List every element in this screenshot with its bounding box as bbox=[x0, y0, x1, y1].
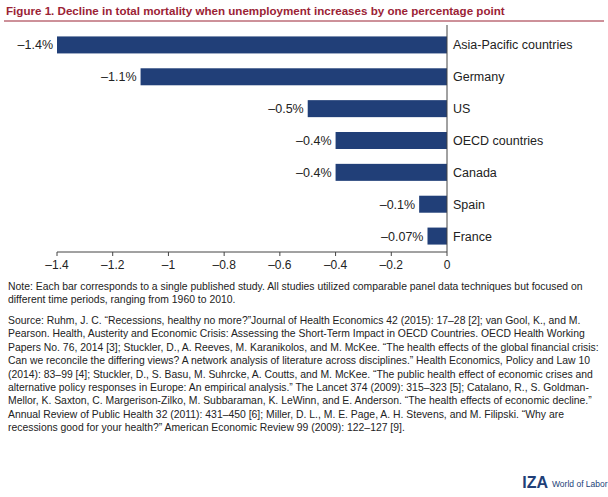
logo: IZA bbox=[522, 474, 548, 491]
data-label: –0.07% bbox=[381, 230, 423, 244]
logo-text: World of Labor bbox=[552, 479, 608, 489]
tick-label: –0.4 bbox=[324, 258, 348, 272]
note: Note: Each bar corresponds to a single p… bbox=[8, 280, 602, 307]
bar bbox=[336, 164, 447, 181]
tick-label: –1.4 bbox=[45, 258, 69, 272]
tick bbox=[112, 252, 113, 256]
data-label: –0.1% bbox=[380, 198, 415, 212]
category-label: OECD countries bbox=[453, 134, 543, 148]
data-label: –0.5% bbox=[268, 102, 303, 116]
title-rule bbox=[4, 21, 604, 22]
category-label: Asia-Pacific countries bbox=[453, 38, 573, 52]
x-axis bbox=[57, 252, 447, 253]
bar bbox=[336, 132, 447, 149]
bar bbox=[308, 100, 447, 117]
tick-label: 0 bbox=[444, 258, 451, 272]
bar bbox=[141, 68, 447, 85]
bar bbox=[57, 36, 447, 53]
data-label: –0.4% bbox=[296, 166, 331, 180]
title: Figure 1. Decline in total mortality whe… bbox=[6, 4, 505, 17]
tick bbox=[391, 252, 392, 256]
tick bbox=[335, 252, 336, 256]
tick bbox=[57, 252, 58, 256]
data-label: –0.4% bbox=[296, 134, 331, 148]
source: Source: Ruhm, J. C. “Recessions, healthy… bbox=[8, 314, 602, 435]
tick-label: –1.2 bbox=[101, 258, 125, 272]
data-label: –1.4% bbox=[18, 38, 53, 52]
bar bbox=[419, 196, 447, 213]
tick-label: –0.8 bbox=[212, 258, 236, 272]
tick bbox=[447, 252, 448, 256]
tick-label: –0.6 bbox=[268, 258, 292, 272]
tick bbox=[279, 252, 280, 256]
zero-axis bbox=[447, 25, 448, 252]
category-label: Canada bbox=[453, 166, 497, 180]
category-label: Germany bbox=[453, 70, 505, 84]
tick bbox=[224, 252, 225, 256]
category-label: France bbox=[453, 230, 492, 244]
category-label: Spain bbox=[453, 198, 485, 212]
tick bbox=[168, 252, 169, 256]
bars bbox=[57, 36, 447, 244]
tick-label: –1 bbox=[162, 258, 176, 272]
data-label: –1.1% bbox=[101, 70, 136, 84]
category-label: US bbox=[453, 102, 470, 116]
tick-label: –0.2 bbox=[380, 258, 404, 272]
bar bbox=[428, 228, 448, 245]
